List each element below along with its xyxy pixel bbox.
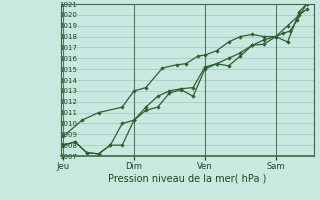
X-axis label: Pression niveau de la mer( hPa ): Pression niveau de la mer( hPa ) [108,173,266,183]
